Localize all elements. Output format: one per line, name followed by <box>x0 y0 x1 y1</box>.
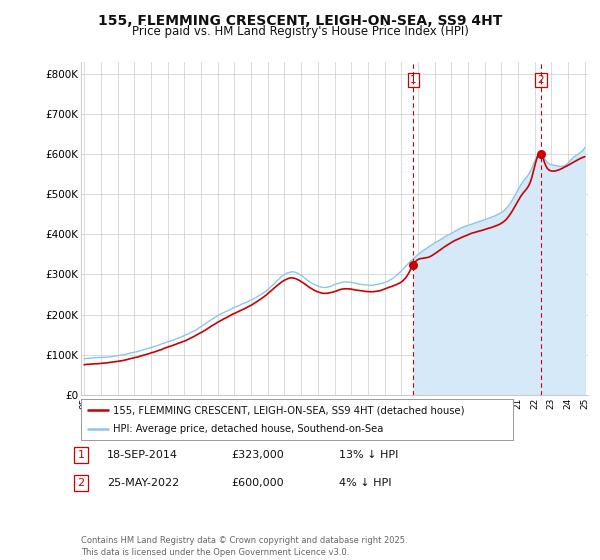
Text: 4% ↓ HPI: 4% ↓ HPI <box>339 478 391 488</box>
Text: 18-SEP-2014: 18-SEP-2014 <box>107 450 178 460</box>
Text: 25-MAY-2022: 25-MAY-2022 <box>107 478 179 488</box>
Text: 1: 1 <box>77 450 85 460</box>
Text: 2: 2 <box>77 478 85 488</box>
Text: 155, FLEMMING CRESCENT, LEIGH-ON-SEA, SS9 4HT (detached house): 155, FLEMMING CRESCENT, LEIGH-ON-SEA, SS… <box>113 405 465 415</box>
Text: 2: 2 <box>538 75 544 85</box>
Text: Price paid vs. HM Land Registry's House Price Index (HPI): Price paid vs. HM Land Registry's House … <box>131 25 469 38</box>
Text: Contains HM Land Registry data © Crown copyright and database right 2025.
This d: Contains HM Land Registry data © Crown c… <box>81 536 407 557</box>
Text: 155, FLEMMING CRESCENT, LEIGH-ON-SEA, SS9 4HT: 155, FLEMMING CRESCENT, LEIGH-ON-SEA, SS… <box>98 14 502 28</box>
Text: 13% ↓ HPI: 13% ↓ HPI <box>339 450 398 460</box>
Text: 1: 1 <box>410 75 416 85</box>
Text: HPI: Average price, detached house, Southend-on-Sea: HPI: Average price, detached house, Sout… <box>113 424 384 433</box>
Text: £600,000: £600,000 <box>231 478 284 488</box>
Text: £323,000: £323,000 <box>231 450 284 460</box>
